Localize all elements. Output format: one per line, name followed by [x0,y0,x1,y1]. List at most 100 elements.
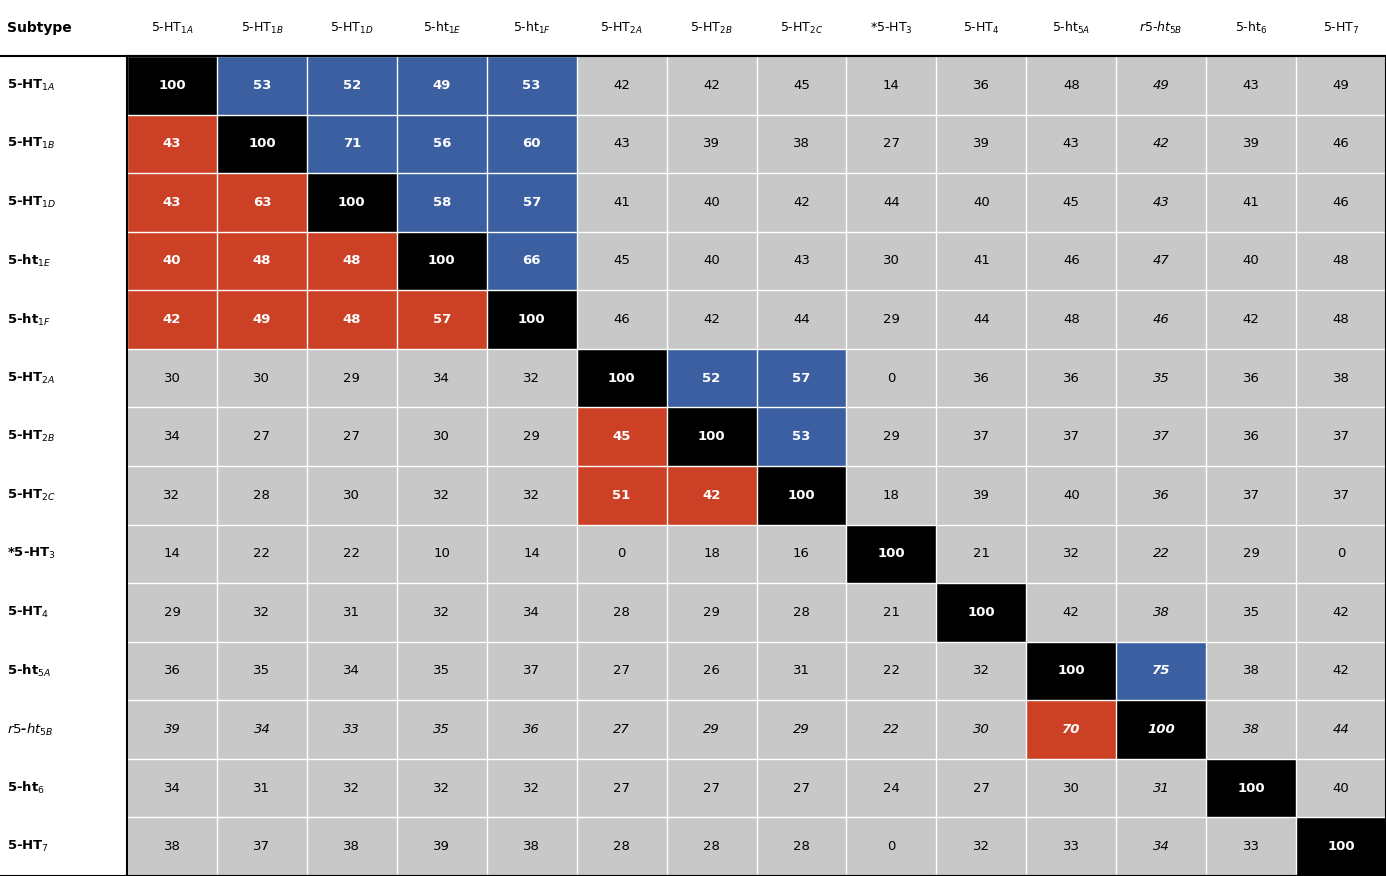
Text: 5-ht$_{1E}$: 5-ht$_{1E}$ [423,20,462,36]
Text: 46: 46 [1333,138,1350,151]
Text: 38: 38 [1243,665,1260,677]
Text: 32: 32 [434,489,450,502]
Text: 39: 39 [973,489,990,502]
Text: 0: 0 [887,371,895,385]
Text: 100: 100 [967,606,995,619]
Text: 42: 42 [1153,138,1170,151]
Text: 0: 0 [1337,548,1346,561]
Bar [396,525,486,583]
Text: 71: 71 [342,138,360,151]
Bar [1026,466,1116,525]
Bar [128,583,218,642]
Text: 29: 29 [703,606,719,619]
Bar [128,466,218,525]
Bar [1026,759,1116,817]
Bar [1116,290,1206,349]
Text: 100: 100 [158,79,186,92]
Bar [1296,407,1386,466]
Bar [1296,700,1386,759]
Text: 38: 38 [1332,371,1350,385]
Text: 44: 44 [1333,723,1350,736]
Text: 49: 49 [432,79,450,92]
Text: 36: 36 [164,665,180,677]
Text: 34: 34 [434,371,450,385]
Bar [847,173,937,232]
Bar [396,173,486,232]
Text: 48: 48 [342,255,362,267]
Text: 35: 35 [1243,606,1260,619]
Text: 36: 36 [1243,371,1260,385]
Bar [1296,56,1386,115]
Text: 30: 30 [883,255,900,267]
Bar [128,642,218,700]
Text: 43: 43 [162,138,182,151]
Bar [306,173,396,232]
Text: 26: 26 [703,665,719,677]
Text: 22: 22 [883,723,900,736]
Text: 100: 100 [518,313,546,326]
Bar [937,525,1026,583]
Bar [486,525,577,583]
Text: 53: 53 [523,79,541,92]
Text: 28: 28 [254,489,270,502]
Bar [486,700,577,759]
Bar [1296,232,1386,290]
Bar [128,349,218,407]
Text: 34: 34 [164,781,180,795]
Text: 66: 66 [523,255,541,267]
Bar [128,525,218,583]
Bar [306,232,396,290]
Text: 5-HT$_{7}$: 5-HT$_{7}$ [1322,20,1360,36]
Bar [847,700,937,759]
Text: 22: 22 [254,548,270,561]
Bar [306,759,396,817]
Bar [1026,173,1116,232]
Text: 63: 63 [252,196,272,209]
Text: 5-HT$_{2B}$: 5-HT$_{2B}$ [690,20,733,36]
Bar [218,232,306,290]
Text: 100: 100 [1058,665,1085,677]
Bar [396,466,486,525]
Bar [1296,759,1386,817]
Text: 49: 49 [1333,79,1350,92]
Text: 100: 100 [877,548,905,561]
Text: $r5$-$ht_{5B}$: $r5$-$ht_{5B}$ [7,722,54,738]
Text: 33: 33 [1243,840,1260,853]
Text: 5-HT$_{4}$: 5-HT$_{4}$ [7,605,50,620]
Bar [757,466,847,525]
Text: 100: 100 [338,196,366,209]
Text: 31: 31 [1153,781,1170,795]
Text: 100: 100 [248,138,276,151]
Text: 5-HT$_{1D}$: 5-HT$_{1D}$ [330,20,374,36]
Text: 5-HT$_{2B}$: 5-HT$_{2B}$ [7,429,55,444]
Text: 48: 48 [342,313,362,326]
Bar [577,232,667,290]
Text: 45: 45 [1063,196,1080,209]
Bar [128,700,218,759]
Bar [577,349,667,407]
Bar [1206,525,1296,583]
Bar [486,466,577,525]
Text: 38: 38 [344,840,360,853]
Bar [1206,56,1296,115]
Text: 41: 41 [613,196,631,209]
Text: 60: 60 [523,138,541,151]
Bar [128,56,218,115]
Text: 14: 14 [883,79,900,92]
Bar [306,700,396,759]
Bar [757,349,847,407]
Text: 28: 28 [613,606,631,619]
Bar [577,466,667,525]
Text: 57: 57 [793,371,811,385]
Text: 42: 42 [1243,313,1260,326]
Text: 5-ht$_{5A}$: 5-ht$_{5A}$ [1052,20,1091,36]
Bar [1296,290,1386,349]
Bar [396,232,486,290]
Text: 37: 37 [973,430,990,443]
Bar [128,173,218,232]
Text: 18: 18 [703,548,719,561]
Bar [218,525,306,583]
Text: 46: 46 [1063,255,1080,267]
Bar [306,466,396,525]
Text: 29: 29 [524,430,541,443]
